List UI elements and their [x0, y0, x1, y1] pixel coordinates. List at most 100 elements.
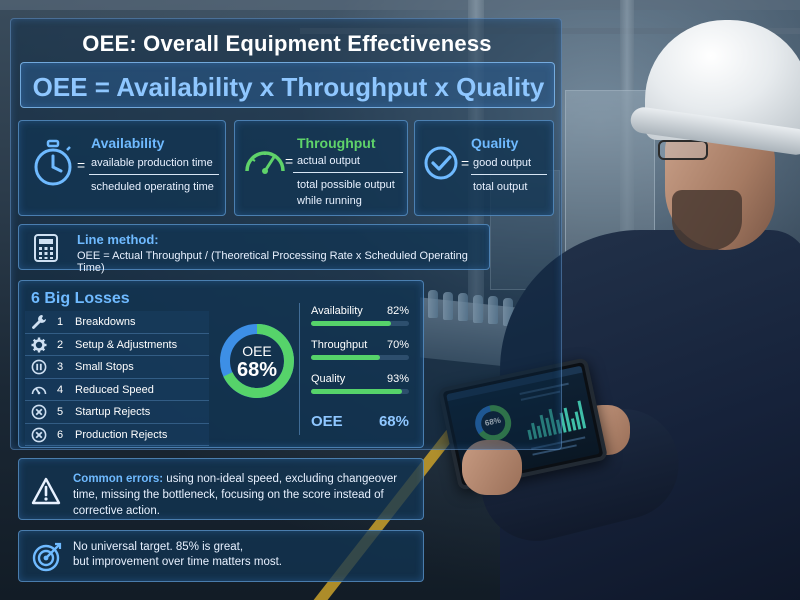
wrench-icon	[32, 315, 46, 329]
bar-name: Availability	[311, 305, 363, 317]
fraction-line	[471, 174, 547, 175]
throughput-label: Throughput	[297, 135, 376, 151]
bar-row-availability: Availability 82%	[303, 301, 417, 335]
bar-row-quality: Quality 93%	[303, 369, 417, 403]
bar-percent: 93%	[386, 373, 409, 385]
equals-sign: =	[77, 157, 86, 173]
line-method-title: Line method:	[77, 232, 159, 247]
page-title: OEE: Overall Equipment Effectiveness	[82, 31, 492, 56]
list-item: 4 Reduced Speed	[25, 378, 209, 401]
calculator-icon	[34, 234, 58, 262]
oee-total-value: 68%	[378, 413, 409, 430]
loss-number: 1	[57, 316, 64, 328]
big-losses-panel: 6 Big Losses 1 Breakdowns 2 Setup & Adju…	[18, 280, 424, 448]
bar-name: Quality	[311, 373, 346, 385]
loss-list: 1 Breakdowns 2 Setup & Adjustments	[25, 311, 209, 446]
bar-name: Throughput	[311, 339, 368, 351]
list-item: 2 Setup & Adjustments	[25, 333, 209, 356]
loss-label: Startup Rejects	[75, 406, 151, 418]
ceiling-beam	[0, 0, 800, 10]
oee-total-row: OEE 68%	[303, 409, 417, 435]
common-errors-text: Common errors: using non-ideal speed, ex…	[73, 471, 418, 519]
bar-fill	[311, 355, 380, 360]
bottle	[503, 298, 513, 326]
common-errors-body: using non-ideal speed, excluding changeo…	[73, 473, 398, 517]
bar-fill	[311, 321, 392, 326]
loss-label: Reduced Speed	[75, 383, 154, 396]
quality-denominator: total output	[473, 181, 528, 193]
panel-divider	[299, 303, 300, 435]
quality-label: Quality	[471, 135, 519, 151]
bottle	[473, 294, 483, 323]
bottle	[458, 293, 468, 322]
gear-icon	[31, 337, 47, 352]
quality-numerator: good output	[473, 157, 532, 169]
equals-sign: =	[461, 155, 470, 171]
donut-label: OEE	[242, 343, 272, 359]
bar-percent: 70%	[386, 339, 409, 351]
throughput-card: Throughput = actual output total possibl…	[234, 120, 408, 216]
loss-label: Production Rejects	[75, 428, 168, 441]
throughput-denominator-2: while running	[297, 195, 362, 207]
worker-hand-left	[462, 440, 522, 495]
bottle	[428, 290, 438, 318]
loss-label: Setup & Adjustments	[75, 338, 178, 351]
bar-percent: 82%	[386, 305, 409, 317]
line-method-formula: OEE = Actual Throughput / (Theoretical P…	[77, 250, 468, 274]
loss-number: 5	[57, 406, 64, 418]
equals-sign: =	[285, 153, 294, 169]
loss-number: 4	[57, 383, 64, 396]
bar-track	[311, 389, 409, 394]
safety-glasses	[658, 140, 708, 160]
throughput-denominator-1: total possible output	[297, 179, 395, 191]
check-circle-icon	[424, 146, 458, 180]
target-panel: No universal target. 85% is great, but i…	[18, 530, 424, 582]
warning-icon	[31, 477, 61, 505]
donut-arc	[220, 324, 294, 398]
speedometer-icon	[31, 386, 47, 394]
bar-track	[311, 355, 409, 360]
oee-total-label: OEE	[311, 413, 343, 430]
common-errors-label: Common errors:	[73, 473, 164, 485]
availability-denominator: scheduled operating time	[91, 181, 214, 193]
target-line-2: but improvement over time matters most.	[73, 556, 282, 568]
bar-row-throughput: Throughput 70%	[303, 335, 417, 369]
oee-donut-svg	[220, 324, 294, 398]
big-losses-title: 6 Big Losses	[31, 290, 130, 307]
bar-track	[311, 321, 409, 326]
loss-number: 6	[57, 428, 64, 441]
availability-card: Availability = available production time…	[18, 120, 226, 216]
donut-value: 68%	[236, 359, 278, 381]
throughput-numerator: actual output	[297, 155, 360, 167]
availability-numerator: available production time	[91, 157, 213, 169]
stopwatch-icon	[34, 139, 72, 186]
loss-number: 2	[57, 338, 64, 351]
gauge-icon	[245, 151, 285, 174]
oee-formula: OEE = Availability x Throughput x Qualit…	[32, 72, 545, 102]
quality-card: Quality = good output total output	[414, 120, 554, 216]
bar-fill	[311, 389, 403, 394]
target-line-1: No universal target. 85% is great,	[73, 541, 244, 553]
list-item: 3 Small Stops	[25, 356, 209, 379]
line-method-panel: Line method: OEE = Actual Throughput / (…	[18, 224, 490, 274]
oee-donut-chart: OEE 68%	[217, 321, 297, 401]
list-item: 6 Production Rejects	[25, 423, 209, 446]
availability-label: Availability	[91, 135, 165, 151]
loss-number: 3	[57, 361, 64, 373]
worker-figure	[440, 0, 800, 600]
target-icon	[32, 542, 62, 572]
bottle	[488, 296, 498, 325]
formula-bar: OEE = Availability x Throughput x Qualit…	[20, 62, 555, 108]
loss-label: Breakdowns	[75, 316, 136, 328]
x-circle-icon	[31, 404, 47, 420]
fraction-line	[89, 174, 219, 175]
ceiling-beam	[300, 28, 800, 34]
list-item: 5 Startup Rejects	[25, 401, 209, 424]
metric-bars: Availability 82% Throughput 70% Quality …	[303, 301, 417, 403]
fraction-line	[293, 172, 403, 173]
bottle	[443, 291, 453, 320]
target-text: No universal target. 85% is great, but i…	[73, 540, 418, 570]
loss-label: Small Stops	[75, 361, 134, 373]
x-circle-icon	[31, 427, 47, 442]
pause-icon	[31, 359, 47, 375]
